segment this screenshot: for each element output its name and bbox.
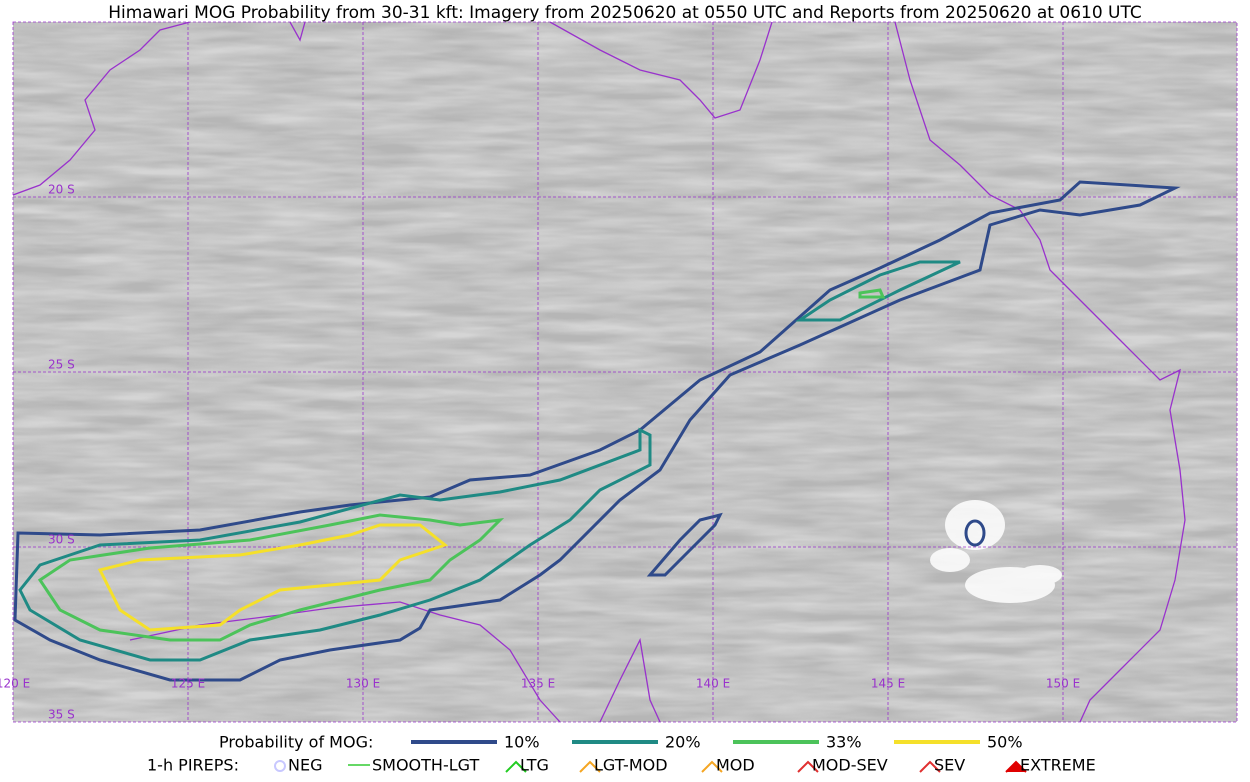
legend-item: 33% <box>826 733 862 752</box>
bright-clouds <box>930 500 1062 603</box>
legend-item: EXTREME <box>1020 756 1096 775</box>
longitude-label: 135 E <box>521 677 555 691</box>
legend: Probability of MOG: 10% 20% 33% 50% 1-h PIR… <box>147 733 1096 775</box>
legend-label: Probability of MOG: <box>219 733 373 752</box>
legend-symbol <box>1005 760 1027 773</box>
longitude-label: 145 E <box>871 677 905 691</box>
legend-item: SEV <box>934 756 965 775</box>
legend-label: 1-h PIREPS: <box>147 756 239 775</box>
longitude-labels: 120 E 125 E 130 E 135 E 140 E 145 E 150 E <box>0 677 1080 691</box>
legend-item: 20% <box>665 733 701 752</box>
legend-item: SMOOTH-LGT <box>372 756 479 775</box>
legend-item: 10% <box>504 733 540 752</box>
latitude-labels: 20 S 25 S 30 S 35 S <box>48 183 75 722</box>
map-frame <box>12 21 1238 723</box>
contours <box>13 180 1181 682</box>
latitude-label: 25 S <box>48 358 75 372</box>
latitude-label: 30 S <box>48 533 75 547</box>
coastline <box>13 22 1186 722</box>
legend-symbol <box>579 760 601 773</box>
map <box>13 22 1237 722</box>
legend-item: 50% <box>987 733 1023 752</box>
legend-item: LGT-MOD <box>594 756 668 775</box>
grid <box>13 22 1237 722</box>
legend-item: MOD-SEV <box>812 756 888 775</box>
legend-symbol <box>505 760 527 773</box>
legend-symbol <box>274 760 286 772</box>
legend-symbol <box>919 760 941 773</box>
longitude-label: 125 E <box>171 677 205 691</box>
latitude-label: 35 S <box>48 708 75 722</box>
title: Himawari MOG Probability from 30-31 kft:… <box>108 3 1142 23</box>
legend-item: LTG <box>520 756 549 775</box>
longitude-label: 140 E <box>696 677 730 691</box>
longitude-label: 130 E <box>346 677 380 691</box>
latitude-label: 20 S <box>48 183 75 197</box>
longitude-label: 150 E <box>1046 677 1080 691</box>
legend-symbol <box>797 760 819 773</box>
longitude-label: 120 E <box>0 677 30 691</box>
legend-symbol <box>701 760 723 773</box>
legend-item: MOD <box>716 756 755 775</box>
legend-item: NEG <box>288 756 322 775</box>
